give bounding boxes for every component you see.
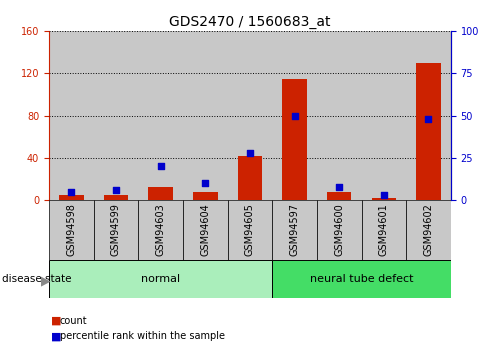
- FancyBboxPatch shape: [183, 200, 227, 260]
- Point: [291, 113, 298, 118]
- Bar: [227, 31, 272, 200]
- Text: GSM94597: GSM94597: [290, 203, 299, 256]
- Text: ■: ■: [51, 332, 62, 341]
- Bar: [362, 31, 406, 200]
- Bar: [327, 192, 351, 200]
- Text: GSM94600: GSM94600: [334, 203, 344, 256]
- Point: [157, 164, 165, 169]
- Text: disease state: disease state: [2, 275, 72, 284]
- Bar: [238, 156, 262, 200]
- Point: [424, 116, 432, 122]
- Text: count: count: [60, 316, 87, 326]
- Text: GSM94599: GSM94599: [111, 203, 121, 256]
- FancyBboxPatch shape: [49, 200, 94, 260]
- Bar: [317, 31, 362, 200]
- Bar: [183, 31, 227, 200]
- Text: GSM94603: GSM94603: [156, 203, 166, 256]
- Text: percentile rank within the sample: percentile rank within the sample: [60, 332, 225, 341]
- FancyBboxPatch shape: [317, 200, 362, 260]
- Bar: [104, 195, 128, 200]
- Text: ▶: ▶: [41, 275, 50, 288]
- Bar: [272, 31, 317, 200]
- Bar: [148, 187, 173, 200]
- FancyBboxPatch shape: [227, 200, 272, 260]
- Text: ■: ■: [51, 316, 62, 326]
- FancyBboxPatch shape: [406, 200, 451, 260]
- FancyBboxPatch shape: [138, 200, 183, 260]
- FancyBboxPatch shape: [49, 260, 272, 298]
- Text: neural tube defect: neural tube defect: [310, 275, 413, 284]
- Point: [112, 187, 120, 193]
- Bar: [416, 63, 441, 200]
- Text: GSM94602: GSM94602: [423, 203, 434, 256]
- FancyBboxPatch shape: [94, 200, 138, 260]
- Text: GSM94604: GSM94604: [200, 203, 210, 256]
- Bar: [282, 79, 307, 200]
- Point: [246, 150, 254, 156]
- Text: normal: normal: [141, 275, 180, 284]
- Point: [335, 184, 343, 189]
- Point: [201, 180, 209, 186]
- Title: GDS2470 / 1560683_at: GDS2470 / 1560683_at: [169, 14, 331, 29]
- Point: [380, 192, 388, 198]
- FancyBboxPatch shape: [362, 200, 406, 260]
- Point: [68, 189, 75, 195]
- Bar: [138, 31, 183, 200]
- Bar: [193, 192, 218, 200]
- Bar: [371, 198, 396, 200]
- Bar: [49, 31, 94, 200]
- Text: GSM94601: GSM94601: [379, 203, 389, 256]
- Bar: [59, 195, 84, 200]
- Bar: [406, 31, 451, 200]
- Bar: [94, 31, 138, 200]
- Text: GSM94605: GSM94605: [245, 203, 255, 256]
- FancyBboxPatch shape: [272, 260, 451, 298]
- FancyBboxPatch shape: [272, 200, 317, 260]
- Text: GSM94598: GSM94598: [66, 203, 76, 256]
